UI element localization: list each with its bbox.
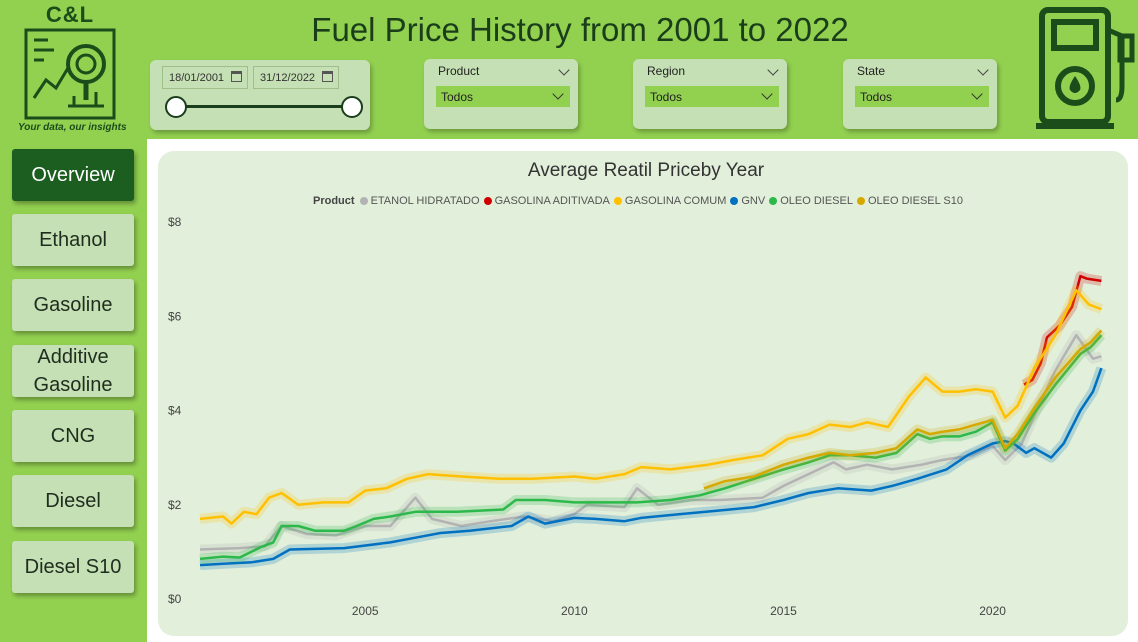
- nav-ethanol-label: Ethanol: [39, 229, 107, 251]
- x-tick-label: 2015: [770, 604, 797, 618]
- product-slicer: Product Todos: [424, 59, 578, 129]
- legend-item-gasolina-comum[interactable]: GASOLINA COMUM: [613, 195, 727, 207]
- logo-title: C&L: [45, 2, 95, 27]
- legend-label: OLEO DIESEL S10: [867, 195, 963, 207]
- product-slicer-label: Product: [438, 64, 480, 78]
- nav-diesel-button[interactable]: Diesel: [12, 475, 134, 527]
- date-from-field[interactable]: 18/01/2001: [162, 66, 248, 89]
- legend-dot: [359, 197, 368, 205]
- legend-dot: [856, 197, 865, 205]
- calendar-icon[interactable]: [322, 71, 333, 82]
- state-dropdown[interactable]: Todos: [855, 86, 989, 107]
- legend-dot: [613, 197, 622, 205]
- date-from-value: 18/01/2001: [169, 72, 225, 84]
- magnifier-chart-icon: [24, 28, 116, 120]
- chart-title: Average Reatil Priceby Year: [527, 160, 765, 181]
- date-slider-end-handle[interactable]: [341, 96, 363, 118]
- legend-label: GASOLINA ADITIVADA: [494, 195, 610, 207]
- legend-dot: [483, 197, 492, 205]
- nav-diesel-s10-button[interactable]: Diesel S10: [12, 541, 134, 593]
- x-tick-label: 2010: [561, 604, 588, 618]
- legend-title: Product: [313, 195, 355, 207]
- y-tick-label: $0: [168, 592, 182, 606]
- calendar-icon[interactable]: [231, 71, 242, 82]
- legend-item-gnv[interactable]: GNV: [730, 195, 765, 207]
- legend-dot: [730, 197, 739, 205]
- brand-logo: C&L Your data, our insights: [18, 2, 127, 136]
- state-dropdown-value: Todos: [860, 90, 893, 104]
- region-slicer: Region Todos: [633, 59, 787, 129]
- nav-gasoline-button[interactable]: Gasoline: [12, 279, 134, 331]
- legend-dot: [769, 197, 778, 205]
- nav-gasoline-label: Gasoline: [33, 294, 113, 316]
- legend-label: GASOLINA COMUM: [624, 195, 727, 207]
- x-tick-label: 2020: [979, 604, 1006, 618]
- chevron-down-icon: [552, 88, 564, 100]
- fuel-pump-icon: [1036, 7, 1135, 129]
- nav-ethanol-button[interactable]: Ethanol: [12, 214, 134, 266]
- region-dropdown[interactable]: Todos: [645, 86, 779, 107]
- series-band: [199, 331, 1106, 564]
- chart-card: [158, 151, 1128, 636]
- series-line-oleo-diesel[interactable]: [199, 334, 1103, 561]
- nav-cng-button[interactable]: CNG: [12, 410, 134, 462]
- series-line-oleo-diesel-s10[interactable]: [703, 329, 1103, 490]
- nav-overview-label: Overview: [31, 164, 115, 186]
- date-range-slicer: 18/01/2001 31/12/2022: [150, 60, 370, 130]
- nav-additive-gasoline-button[interactable]: Additive Gasoline: [12, 345, 134, 397]
- legend-item-gasolina-aditivada[interactable]: GASOLINA ADITIVADA: [483, 195, 610, 207]
- region-slicer-label: Region: [647, 64, 686, 78]
- nav-diesel-label: Diesel: [45, 490, 101, 512]
- legend-item-etanol[interactable]: ETANOL HIDRATADO: [359, 195, 480, 207]
- date-slider-track[interactable]: [176, 105, 352, 108]
- series-band: [199, 285, 1104, 529]
- legend-item-oleo-diesel-s10[interactable]: OLEO DIESEL S10: [856, 195, 963, 207]
- y-tick-label: $8: [168, 215, 182, 229]
- state-slicer: State Todos: [843, 59, 997, 129]
- chevron-down-icon: [761, 88, 773, 100]
- chevron-down-icon[interactable]: [977, 64, 989, 76]
- y-tick-label: $6: [168, 309, 182, 323]
- product-dropdown[interactable]: Todos: [436, 86, 570, 107]
- x-tick-label: 2005: [352, 604, 379, 618]
- y-tick-label: $4: [168, 404, 182, 418]
- legend-label: ETANOL HIDRATADO: [370, 195, 480, 207]
- nav-additive-label-line1: Additive: [37, 346, 109, 368]
- logo-tagline: Your data, our insights: [18, 122, 127, 133]
- legend-label: OLEO DIESEL: [780, 195, 853, 207]
- state-slicer-label: State: [857, 64, 886, 78]
- nav-cng-label: CNG: [50, 425, 96, 447]
- product-dropdown-value: Todos: [441, 90, 474, 104]
- page-title: Fuel Price History from 2001 to 2022: [311, 11, 849, 48]
- chevron-down-icon[interactable]: [767, 64, 779, 76]
- series-line-etanol-hidratado[interactable]: [199, 333, 1102, 551]
- chart-legend: Product ETANOL HIDRATADO GASOLINA ADITIV…: [313, 194, 967, 208]
- nav-diesel-s10-label: Diesel S10: [24, 556, 122, 578]
- legend-label: GNV: [741, 195, 766, 207]
- date-to-value: 31/12/2022: [260, 72, 316, 84]
- region-dropdown-value: Todos: [650, 90, 683, 104]
- nav-additive-label-line2: Gasoline: [33, 374, 113, 396]
- price-line-chart[interactable]: $0 $2 $4 $6 $8 2005 2010 2015 2020: [158, 151, 1128, 636]
- series-line-gnv[interactable]: [199, 367, 1103, 567]
- y-tick-label: $2: [168, 498, 182, 512]
- date-slider-start-handle[interactable]: [165, 96, 187, 118]
- chevron-down-icon[interactable]: [558, 64, 570, 76]
- chevron-down-icon: [971, 88, 983, 100]
- legend-item-oleo-diesel[interactable]: OLEO DIESEL: [769, 195, 853, 207]
- series-line-gasolina-comum[interactable]: [199, 289, 1102, 525]
- date-to-field[interactable]: 31/12/2022: [253, 66, 339, 89]
- nav-overview-button[interactable]: Overview: [12, 149, 134, 201]
